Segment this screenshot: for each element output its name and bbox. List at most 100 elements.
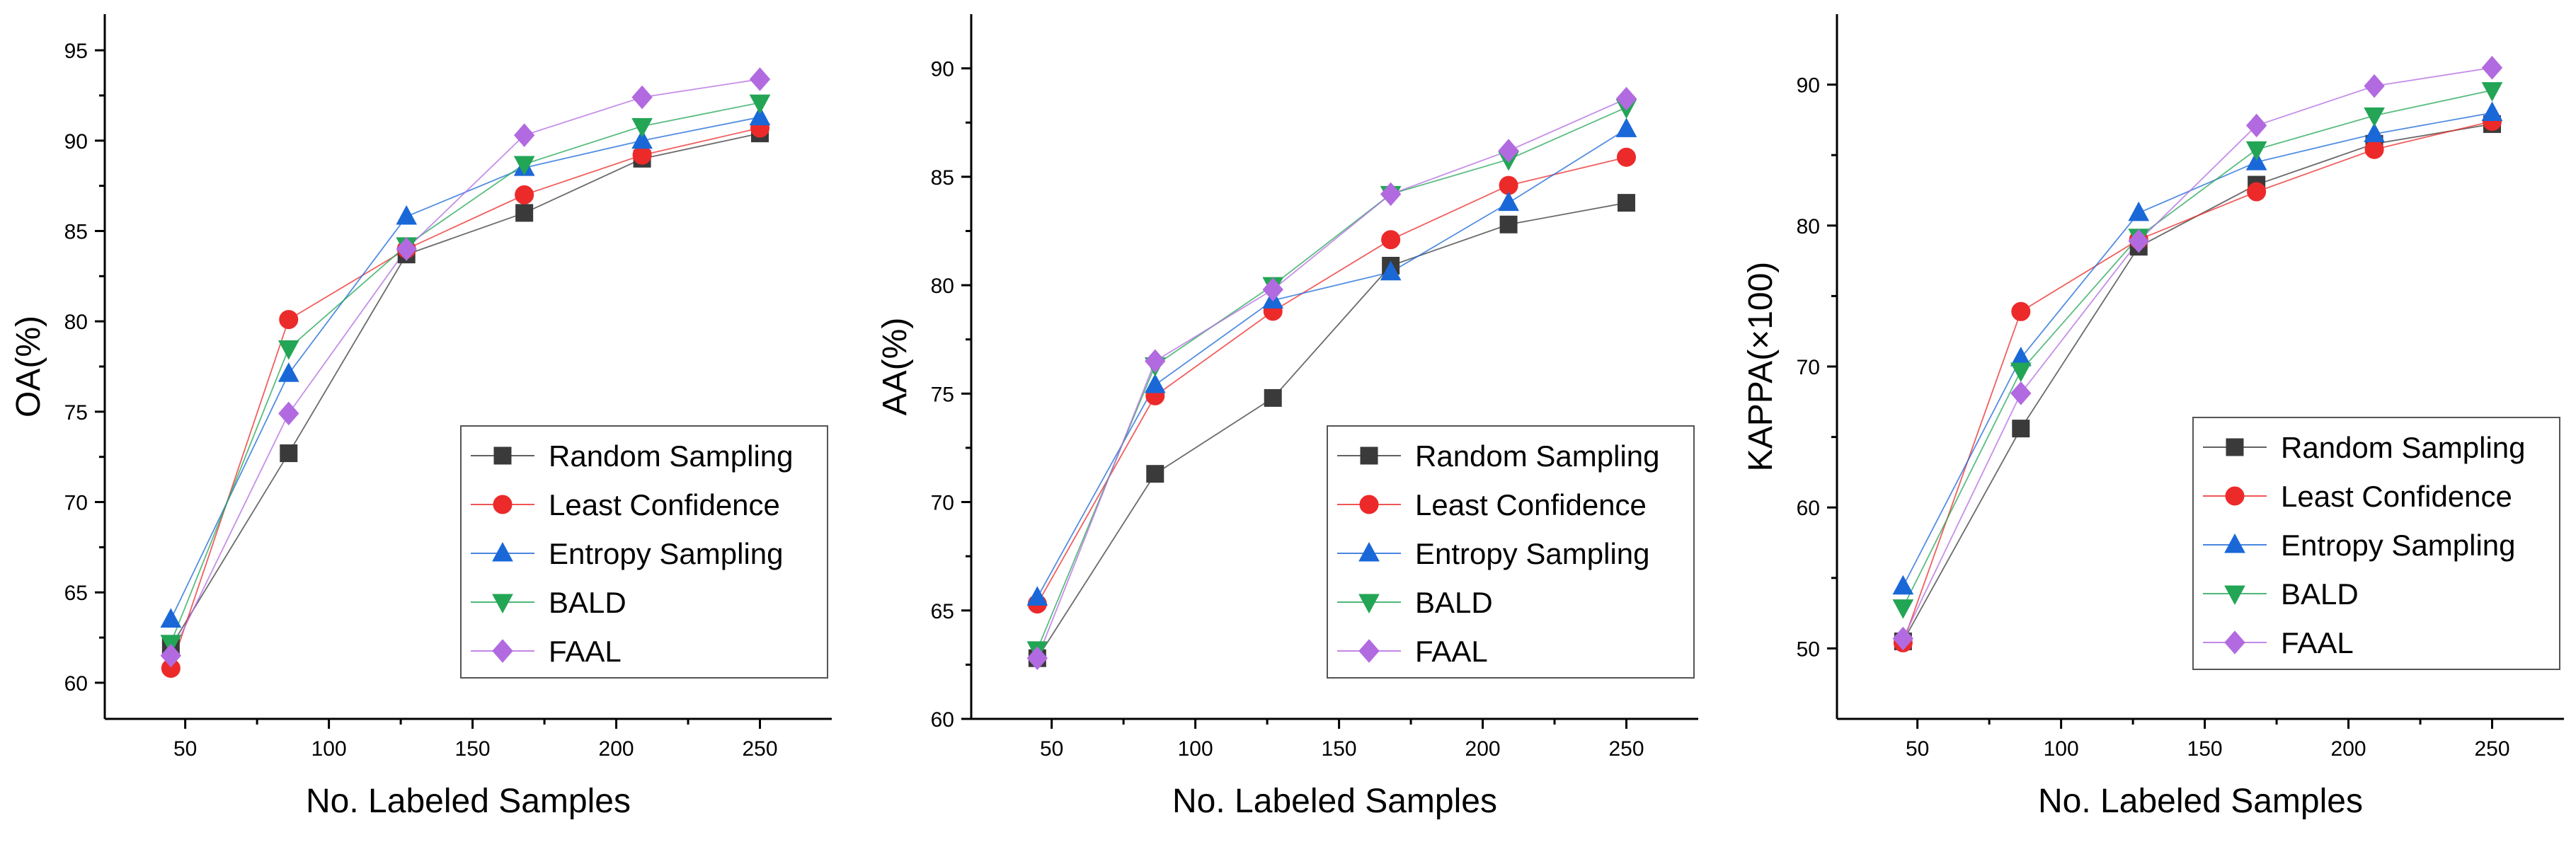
y-tick-label: 80	[64, 311, 88, 334]
x-axis-label: No. Labeled Samples	[2038, 783, 2363, 820]
legend: Random Sampling Least Confidence Entropy S…	[460, 425, 828, 679]
series-line-bald	[1902, 89, 2492, 609]
series-line-least-confidence	[170, 127, 760, 669]
data-point-least-confidence	[1381, 230, 1401, 250]
data-point-bald	[513, 156, 535, 176]
data-point-faal	[160, 643, 182, 668]
series-line-random-sampling	[170, 132, 760, 647]
y-tick-label: 60	[64, 672, 88, 696]
legend-marker-entropy-sampling	[1358, 541, 1380, 562]
data-point-random-sampling	[1618, 194, 1636, 212]
legend-label: Entropy Sampling	[2281, 529, 2516, 562]
x-tick-label: 100	[1178, 737, 1213, 761]
legend-box	[2192, 417, 2560, 670]
legend-label: FAAL	[549, 635, 622, 668]
y-tick-label: 65	[931, 600, 954, 623]
data-point-faal	[749, 67, 771, 91]
legend-label: BALD	[2281, 577, 2359, 611]
legend-label: FAAL	[2281, 626, 2354, 659]
data-point-random-sampling	[515, 204, 534, 222]
x-tick-label: 150	[455, 737, 491, 761]
y-tick-label: 85	[931, 166, 954, 190]
data-point-random-sampling	[1499, 215, 1518, 233]
x-tick-label: 150	[2187, 737, 2223, 761]
legend-label: Least Confidence	[549, 488, 780, 521]
x-tick-label: 250	[1608, 737, 1644, 761]
data-point-faal	[631, 85, 653, 110]
data-point-bald	[277, 340, 299, 360]
data-point-entropy-sampling	[749, 105, 771, 126]
series-line-bald	[1036, 106, 1627, 650]
data-point-bald	[2364, 107, 2385, 127]
legend-marker-entropy-sampling	[2224, 533, 2245, 553]
x-tick-label: 200	[599, 737, 634, 761]
y-tick-label: 75	[931, 383, 954, 406]
data-point-faal	[396, 237, 417, 261]
data-point-entropy-sampling	[1892, 575, 1914, 595]
data-point-entropy-sampling	[160, 608, 182, 628]
series-line-least-confidence	[1036, 156, 1627, 605]
legend-label: BALD	[1415, 586, 1493, 619]
legend-marker-bald	[1358, 594, 1380, 614]
data-point-faal	[513, 123, 535, 147]
series-line-entropy-sampling	[1902, 112, 2492, 587]
data-point-entropy-sampling	[631, 129, 653, 149]
data-point-entropy-sampling	[1615, 117, 1637, 137]
y-axis-label: OA(%)	[10, 316, 47, 417]
data-point-entropy-sampling	[2364, 122, 2385, 142]
data-point-bald	[1892, 599, 1914, 619]
legend-marker-least-confidence	[1359, 495, 1379, 514]
data-point-faal	[1498, 139, 1519, 163]
series-line-entropy-sampling	[1036, 128, 1627, 598]
data-point-least-confidence	[1617, 147, 1637, 167]
x-tick-label: 200	[2331, 737, 2366, 761]
x-tick-label: 50	[1906, 737, 1929, 761]
data-point-least-confidence	[279, 310, 299, 330]
data-point-bald	[2245, 141, 2267, 161]
y-tick-label: 90	[1797, 74, 1820, 98]
legend: Random Sampling Least Confidence Entropy S…	[1327, 425, 1695, 679]
y-tick-label: 75	[64, 401, 88, 425]
legend-label: Least Confidence	[1415, 488, 1647, 521]
data-point-bald	[749, 94, 771, 115]
chart-panel-3: 50 60 70 80 90 50 100 150 200 250 No. Labeled Samp…	[1742, 14, 2564, 820]
legend-label: BALD	[549, 586, 626, 619]
data-point-faal	[1615, 86, 1637, 111]
legend-marker-faal	[2224, 630, 2245, 654]
x-tick-label: 250	[742, 737, 777, 761]
x-tick-label: 200	[1465, 737, 1501, 761]
legend: Random Sampling Least Confidence Entropy S…	[2192, 417, 2560, 670]
x-tick-label: 150	[1322, 737, 1357, 761]
x-axis-label: No. Labeled Samples	[306, 783, 631, 820]
y-tick-label: 60	[1797, 497, 1820, 520]
data-point-least-confidence	[2011, 301, 2031, 321]
data-point-faal	[2481, 55, 2503, 80]
legend-label: Random Sampling	[549, 439, 794, 473]
series-line-faal	[170, 79, 760, 657]
legend-marker-bald	[2224, 585, 2245, 606]
data-point-faal	[2010, 381, 2032, 405]
x-axis-label: No. Labeled Samples	[1172, 783, 1497, 820]
y-tick-label: 90	[64, 130, 88, 154]
data-point-entropy-sampling	[2128, 201, 2150, 221]
legend-label: Entropy Sampling	[1415, 537, 1650, 570]
series-line-random-sampling	[1036, 202, 1627, 659]
data-point-random-sampling	[1146, 465, 1164, 483]
data-point-least-confidence	[515, 185, 534, 204]
legend-label: Random Sampling	[2281, 431, 2526, 464]
legend-label: Least Confidence	[2281, 480, 2512, 513]
legend-marker-entropy-sampling	[492, 541, 513, 562]
data-point-faal	[278, 401, 299, 426]
legend-marker-faal	[1358, 639, 1380, 663]
legend-marker-least-confidence	[493, 495, 513, 514]
legend-label: FAAL	[1415, 635, 1488, 668]
legend-marker-bald	[492, 594, 513, 614]
legend-marker-random-sampling	[2226, 438, 2244, 456]
data-point-least-confidence	[2247, 182, 2267, 202]
y-tick-label: 70	[64, 492, 88, 515]
y-axis-label: KAPPA(×100)	[1742, 262, 1780, 472]
legend-marker-random-sampling	[1360, 446, 1378, 465]
chart-panel-2: 60 65 70 75 80 85 90 50 100 150 200 250 No. Labeled …	[876, 14, 1698, 820]
y-tick-label: 70	[931, 492, 954, 515]
